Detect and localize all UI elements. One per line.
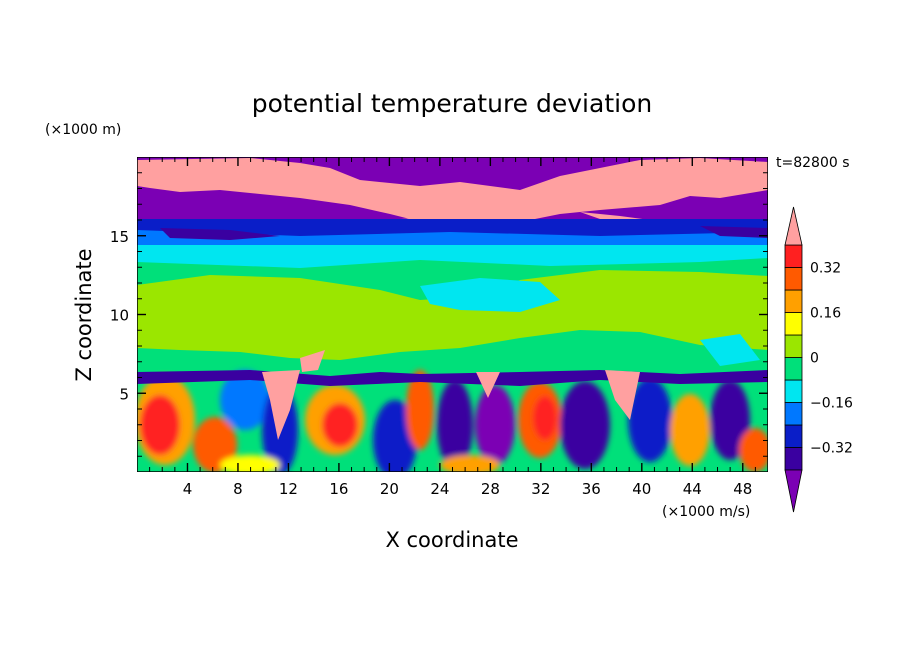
colorbar-segment-9	[784, 244, 803, 268]
heatmap-area	[137, 157, 768, 472]
colorbar-label-0: 0.32	[810, 261, 841, 277]
y-tick-label-10: 10	[110, 307, 129, 325]
y-axis-label: Z coordinate	[72, 248, 96, 381]
colorbar-extend-min	[784, 469, 803, 513]
convective-cells	[137, 370, 768, 472]
band-yellowgreen	[137, 270, 768, 360]
time-label: t=82800 s	[776, 155, 850, 171]
colorbar-segment-1	[784, 424, 803, 448]
x-tick-label-4: 4	[183, 480, 193, 498]
x-tick-label-32: 32	[531, 480, 550, 498]
y-unit-label: (×1000 m)	[45, 122, 121, 138]
x-tick-label-48: 48	[733, 480, 752, 498]
x-tick-label-16: 16	[329, 480, 348, 498]
x-tick-label-12: 12	[279, 480, 298, 498]
colorbar-segment-2	[784, 402, 803, 426]
colorbar-segment-6	[784, 312, 803, 336]
colorbar-label-1: 0.16	[810, 306, 841, 322]
colorbar-label-2: 0	[810, 351, 819, 367]
chart-title: potential temperature deviation	[252, 89, 652, 118]
colorbar-label-3: −0.16	[810, 396, 853, 412]
colorbar-segment-7	[784, 289, 803, 313]
colorbar-segment-4	[784, 357, 803, 381]
colorbar-segment-0	[784, 447, 803, 471]
colorbar-label-4: −0.32	[810, 441, 853, 457]
colorbar-extend-max	[784, 206, 803, 246]
x-axis: 4 8 12 16 20 24 28 32 36 40 44 48	[149, 157, 756, 498]
y-tick-label-5: 5	[119, 385, 129, 403]
band-darkblue	[160, 226, 768, 240]
x-axis-label: X coordinate	[385, 528, 518, 552]
band-cyan-patch	[420, 278, 760, 366]
x-tick-label-44: 44	[683, 480, 702, 498]
colorbar: 0.32 0.16 0 −0.16 −0.32	[784, 206, 853, 513]
y-tick-label-15: 15	[110, 228, 129, 246]
colorbar-segment-3	[784, 379, 803, 403]
y-axis: 5 10 15	[110, 172, 768, 457]
x-tick-label-20: 20	[380, 480, 399, 498]
x-tick-label-8: 8	[233, 480, 243, 498]
x-tick-label-40: 40	[632, 480, 651, 498]
band-top-pink	[137, 158, 768, 226]
colorbar-segment-8	[784, 267, 803, 291]
x-tick-label-36: 36	[582, 480, 601, 498]
x-tick-label-28: 28	[481, 480, 500, 498]
x-unit-label: (×1000 m/s)	[662, 504, 750, 520]
x-tick-label-24: 24	[430, 480, 449, 498]
colorbar-segment-5	[784, 334, 803, 358]
